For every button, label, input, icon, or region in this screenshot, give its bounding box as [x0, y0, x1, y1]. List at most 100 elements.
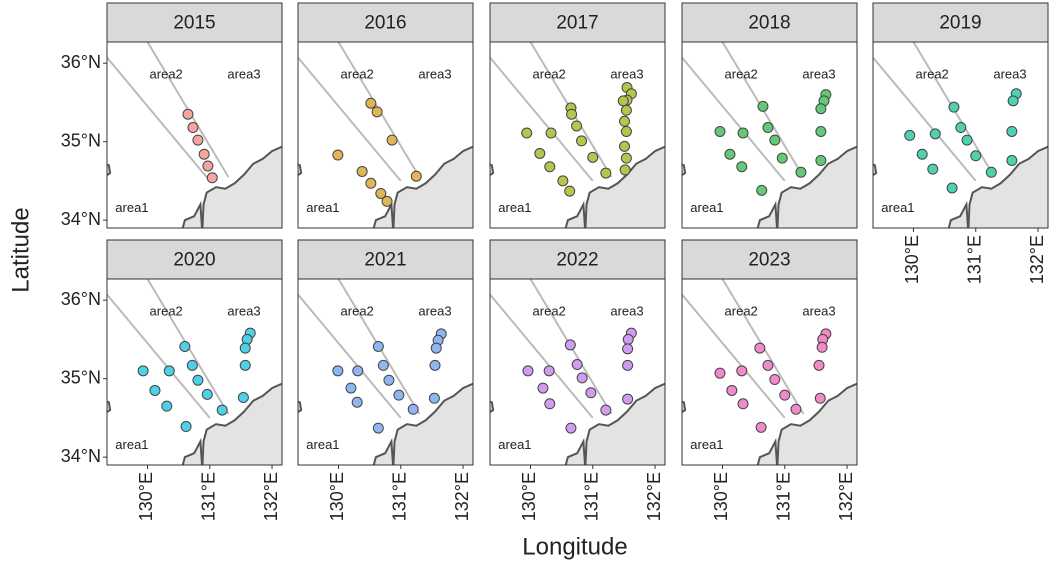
point [600, 167, 612, 179]
land [298, 163, 303, 177]
land [392, 382, 473, 465]
point [619, 164, 631, 176]
land [776, 145, 857, 228]
point [163, 365, 175, 377]
point [622, 359, 634, 371]
land [967, 145, 1048, 228]
point [407, 403, 419, 415]
area-label: area3 [418, 303, 451, 318]
strip [872, 2, 1049, 43]
panel-border [106, 278, 283, 466]
area-label: area3 [418, 66, 451, 81]
strip-title: 2022 [556, 250, 598, 271]
point [429, 359, 441, 371]
point [186, 359, 198, 371]
point [332, 365, 344, 377]
point [239, 359, 251, 371]
strip [106, 2, 283, 43]
point [714, 125, 726, 137]
area-boundary [490, 292, 594, 419]
x-tick-label: 132°E [261, 472, 281, 521]
x-tick-label: 131°E [390, 472, 410, 521]
point [587, 151, 599, 163]
point [762, 122, 774, 134]
land [776, 382, 857, 465]
y-axis-title: Latitude [7, 207, 34, 292]
panel-border [681, 41, 858, 229]
area-label: area1 [115, 437, 148, 452]
point [904, 129, 916, 141]
point [795, 166, 807, 178]
map: area1 area2 area3 [490, 42, 665, 228]
point [576, 372, 588, 384]
point [790, 403, 802, 415]
y-tick-label: 35°N [61, 130, 101, 150]
point [619, 115, 631, 127]
point [576, 135, 588, 147]
point [545, 127, 557, 139]
land [392, 145, 473, 228]
y-tick-label: 35°N [61, 367, 101, 387]
land [490, 163, 495, 177]
point [779, 389, 791, 401]
x-tick-label: 132°E [452, 472, 472, 521]
point [929, 128, 941, 140]
point [137, 365, 149, 377]
land [181, 437, 204, 465]
x-tick-label: 131°E [965, 235, 985, 284]
point [736, 365, 748, 377]
land [201, 382, 282, 465]
point [180, 421, 192, 433]
point [543, 365, 555, 377]
point [617, 95, 629, 107]
strip [106, 239, 283, 280]
area-boundary [682, 292, 786, 419]
point [815, 125, 827, 137]
strip-title: 2020 [173, 250, 215, 271]
area-boundary [490, 55, 594, 182]
x-tick-label: 132°E [1027, 235, 1047, 284]
point [375, 187, 387, 199]
point [756, 184, 768, 196]
point [600, 404, 612, 416]
x-tick-label: 132°E [836, 472, 856, 521]
strip-title: 2016 [364, 13, 406, 34]
area-label: area3 [610, 66, 643, 81]
area-label: area1 [306, 200, 339, 215]
point [237, 392, 249, 404]
point [430, 342, 442, 354]
map: area1 area2 area3 [873, 42, 1048, 228]
point [386, 134, 398, 146]
panel-border [489, 278, 666, 466]
area-label: area2 [725, 303, 758, 318]
point [815, 103, 827, 115]
point [622, 343, 634, 355]
point [571, 120, 583, 132]
point [192, 134, 204, 146]
point [724, 148, 736, 160]
point [970, 150, 982, 162]
point [202, 160, 214, 172]
area-label: area3 [227, 66, 260, 81]
area-label: area3 [227, 303, 260, 318]
point [737, 398, 749, 410]
area-label: area1 [498, 200, 531, 215]
strip [297, 2, 474, 43]
point [619, 140, 631, 152]
land [298, 400, 303, 414]
area-label: area2 [150, 66, 183, 81]
land [756, 200, 779, 228]
land [564, 437, 587, 465]
point [198, 148, 210, 160]
area-label: area2 [533, 66, 566, 81]
land [756, 437, 779, 465]
point [985, 166, 997, 178]
y-tick-label: 36°N [61, 52, 101, 72]
point [534, 147, 546, 159]
point [522, 365, 534, 377]
point [1006, 125, 1018, 137]
point [356, 165, 368, 177]
point [377, 359, 389, 371]
panel-border [297, 278, 474, 466]
